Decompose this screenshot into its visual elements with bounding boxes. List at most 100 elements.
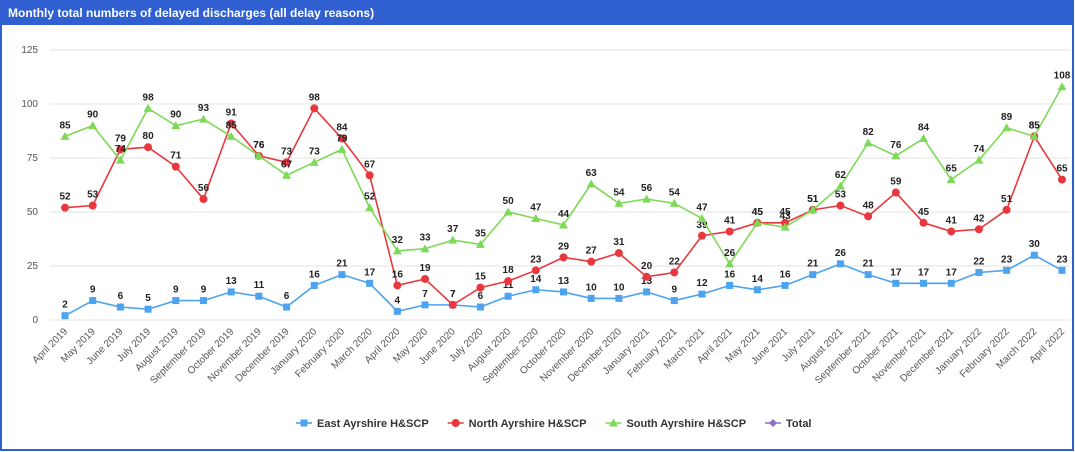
data-label: 5	[145, 293, 151, 304]
data-label: 45	[779, 207, 791, 218]
marker	[116, 145, 125, 154]
data-label: 6	[478, 291, 484, 302]
header-bar	[1, 1, 1073, 25]
data-label: 9	[201, 285, 207, 296]
data-label: 41	[724, 215, 736, 226]
marker	[781, 281, 789, 289]
marker	[420, 244, 430, 253]
marker	[891, 188, 900, 197]
marker	[448, 300, 457, 309]
marker	[559, 253, 568, 262]
marker	[975, 268, 983, 276]
marker	[769, 419, 778, 427]
data-label: 15	[475, 272, 487, 283]
data-label: 2	[62, 300, 68, 311]
data-label: 29	[558, 241, 570, 252]
data-label: 11	[503, 280, 514, 291]
y-tick-label: 50	[27, 207, 39, 218]
y-tick-label: 125	[21, 45, 38, 56]
marker	[198, 114, 208, 123]
marker	[864, 212, 873, 221]
marker	[608, 418, 618, 427]
marker	[309, 157, 319, 166]
marker	[697, 213, 707, 222]
data-label: 10	[586, 282, 598, 293]
data-label: 76	[890, 140, 902, 151]
marker	[587, 294, 595, 302]
marker	[642, 272, 651, 281]
data-label: 53	[835, 190, 847, 201]
marker	[338, 271, 346, 279]
marker	[504, 277, 513, 286]
marker	[835, 181, 845, 190]
marker	[282, 170, 292, 179]
marker	[560, 288, 567, 296]
marker	[421, 274, 430, 283]
data-label: 84	[918, 123, 930, 134]
data-label: 50	[503, 196, 515, 207]
legend-label: Total	[786, 418, 811, 430]
marker	[946, 175, 956, 184]
marker	[89, 297, 97, 305]
marker	[892, 279, 900, 287]
data-label: 89	[1001, 112, 1013, 123]
marker	[753, 286, 761, 294]
marker	[476, 303, 484, 311]
data-label: 62	[835, 170, 847, 181]
data-label: 11	[254, 280, 265, 291]
data-label: 19	[419, 263, 431, 274]
data-label: 20	[641, 261, 653, 272]
data-label: 16	[309, 269, 321, 280]
data-label: 85	[1029, 120, 1041, 131]
data-label: 17	[364, 267, 376, 278]
data-label: 21	[863, 259, 875, 270]
marker	[421, 301, 429, 309]
marker	[226, 131, 236, 140]
data-label: 14	[752, 274, 764, 285]
data-label: 44	[558, 209, 570, 220]
marker	[559, 220, 568, 229]
data-label: 16	[392, 269, 404, 280]
data-label: 63	[586, 168, 598, 179]
marker	[587, 257, 596, 266]
data-label: 17	[918, 267, 930, 278]
data-label: 98	[143, 92, 155, 103]
marker	[947, 227, 956, 236]
marker	[864, 271, 872, 279]
marker	[919, 134, 929, 143]
data-label: 90	[87, 110, 99, 121]
data-label: 80	[143, 131, 155, 142]
data-label: 7	[422, 289, 428, 300]
data-label: 82	[863, 127, 875, 138]
marker	[615, 294, 623, 302]
data-label: 43	[779, 211, 791, 222]
data-label: 17	[890, 267, 902, 278]
data-label: 14	[530, 274, 542, 285]
data-label: 74	[115, 144, 127, 155]
marker	[726, 281, 734, 289]
marker	[60, 131, 70, 140]
marker	[451, 419, 460, 427]
marker	[392, 246, 402, 255]
marker	[88, 201, 97, 210]
marker	[503, 207, 513, 216]
marker	[144, 143, 153, 152]
marker	[670, 268, 679, 277]
data-label: 10	[613, 282, 625, 293]
data-label: 53	[87, 190, 99, 201]
marker	[172, 297, 180, 305]
data-label: 108	[1054, 71, 1071, 82]
data-label: 71	[170, 151, 182, 162]
marker	[752, 218, 762, 227]
data-label: 47	[696, 202, 708, 213]
legend-label: North Ayrshire H&SCP	[469, 418, 587, 430]
data-label: 85	[226, 120, 238, 131]
data-label: 85	[59, 120, 71, 131]
marker	[199, 195, 208, 204]
data-label: 7	[450, 289, 456, 300]
data-label: 85	[1029, 120, 1041, 131]
marker	[337, 134, 346, 143]
marker	[725, 259, 735, 268]
data-label: 33	[419, 233, 431, 244]
data-label: 31	[613, 237, 625, 248]
